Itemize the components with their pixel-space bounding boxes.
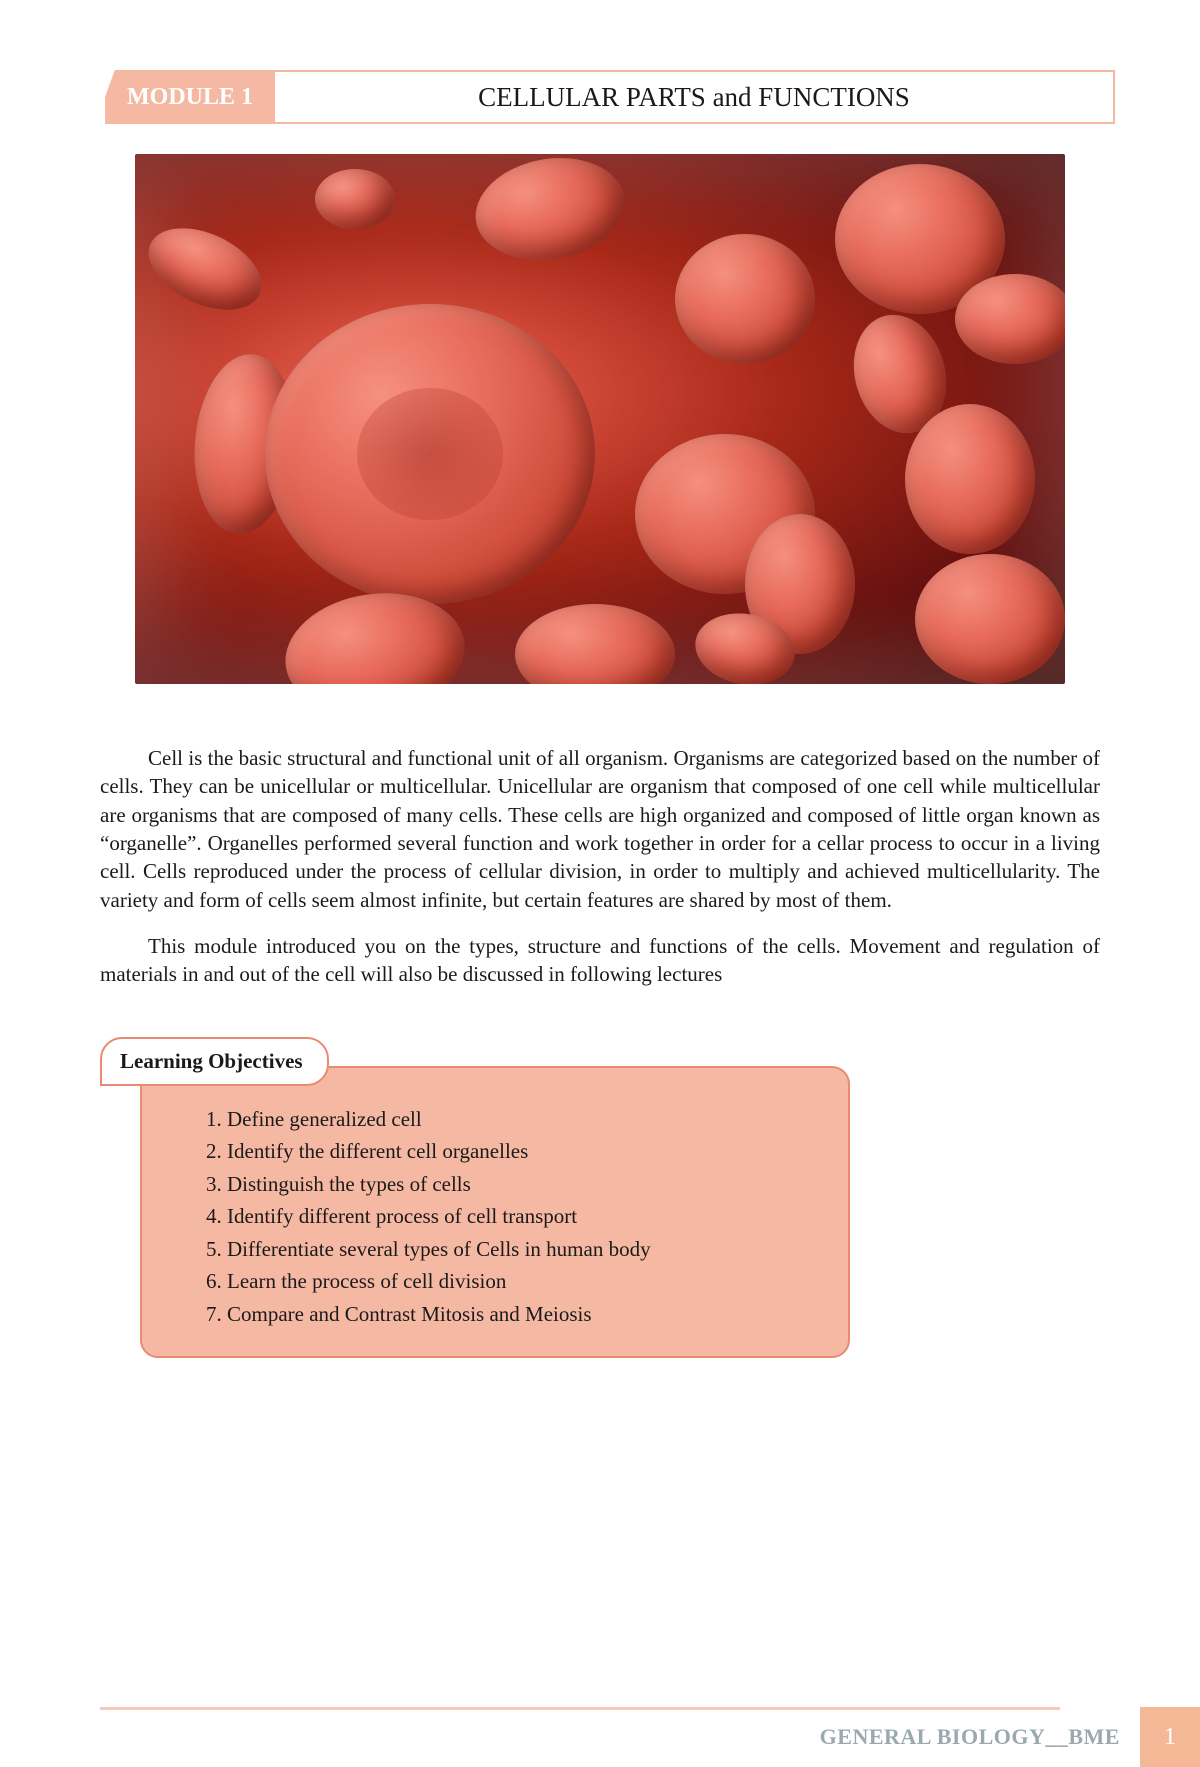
- objective-item: Compare and Contrast Mitosis and Meiosis: [227, 1298, 828, 1331]
- page-title: CELLULAR PARTS and FUNCTIONS: [275, 70, 1115, 124]
- body-text: Cell is the basic structural and functio…: [100, 744, 1100, 989]
- objectives-label: Learning Objectives: [100, 1037, 329, 1086]
- objective-item: Distinguish the types of cells: [227, 1168, 828, 1201]
- footer: GENERAL BIOLOGY__BME 1: [0, 1707, 1200, 1767]
- objective-item: Learn the process of cell division: [227, 1265, 828, 1298]
- objective-item: Differentiate several types of Cells in …: [227, 1233, 828, 1266]
- objectives-list: Define generalized cell Identify the dif…: [202, 1103, 828, 1331]
- objective-item: Identify different process of cell trans…: [227, 1200, 828, 1233]
- hero-image-blood-cells: [135, 154, 1065, 684]
- objectives-box: Define generalized cell Identify the dif…: [140, 1066, 850, 1358]
- page-number: 1: [1140, 1707, 1200, 1767]
- header-row: MODULE 1 CELLULAR PARTS and FUNCTIONS: [105, 70, 1115, 124]
- module-badge: MODULE 1: [105, 70, 275, 124]
- footer-divider: [100, 1707, 1060, 1710]
- paragraph-1: Cell is the basic structural and functio…: [100, 744, 1100, 914]
- paragraph-2: This module introduced you on the types,…: [100, 932, 1100, 989]
- footer-course: GENERAL BIOLOGY__BME: [820, 1724, 1120, 1750]
- objective-item: Define generalized cell: [227, 1103, 828, 1136]
- objective-item: Identify the different cell organelles: [227, 1135, 828, 1168]
